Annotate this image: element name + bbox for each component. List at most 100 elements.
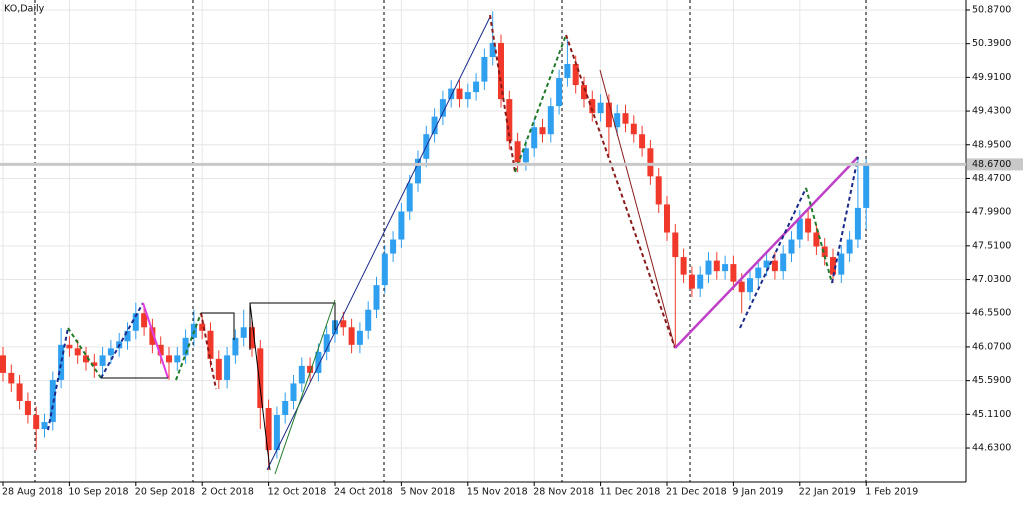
candle-body: [415, 158, 421, 184]
candle-body: [373, 285, 380, 310]
candle-body: [589, 99, 596, 114]
candle-body: [547, 106, 554, 135]
candle-body: [282, 400, 289, 416]
candle-body: [390, 239, 397, 254]
candle-body: [705, 260, 712, 275]
candle-body: [614, 113, 621, 128]
candle-body: [531, 127, 538, 149]
x-tick-label: 12 Oct 2018: [268, 487, 327, 498]
candle-body: [157, 344, 164, 356]
candle-body: [107, 348, 114, 356]
trend-line: [674, 156, 859, 349]
x-tick-label: 28 Nov 2018: [533, 487, 594, 498]
candle-body: [249, 327, 255, 349]
candle-body: [290, 383, 297, 401]
candle-body: [182, 337, 189, 356]
candle-body: [298, 365, 305, 384]
candle-body: [564, 64, 571, 79]
candle-body: [763, 260, 770, 268]
candle-body: [132, 313, 139, 331]
candle-body: [439, 99, 446, 117]
trend-line: [266, 16, 491, 471]
candle-body: [788, 239, 795, 254]
candle-body: [506, 99, 513, 142]
x-tick-label: 24 Oct 2018: [334, 487, 393, 498]
candle-body: [0, 355, 6, 373]
trend-line: [599, 69, 676, 349]
box-line: [201, 312, 235, 340]
candle-body: [24, 400, 31, 416]
candle-body: [680, 257, 687, 275]
price-label: 48.6700: [972, 159, 1011, 170]
trend-line: [274, 299, 336, 475]
x-tick-label: 5 Nov 2018: [400, 487, 455, 498]
candle-body: [265, 408, 272, 451]
candle-body: [780, 253, 787, 272]
x-tick-label: 28 Aug 2018: [2, 487, 63, 498]
x-tick-label: 10 Sep 2018: [68, 487, 128, 498]
candle-body: [796, 218, 803, 240]
candle-body: [74, 348, 81, 356]
candle-body: [83, 355, 89, 363]
y-tick-label: 45.1100: [972, 409, 1011, 420]
candle-body: [713, 260, 720, 272]
trend-line: [249, 302, 271, 471]
candle-body: [431, 116, 438, 135]
candle-body: [66, 344, 73, 349]
candle-body: [846, 239, 853, 254]
candle-body: [33, 415, 40, 430]
candle-body: [174, 355, 181, 363]
zigzag: [565, 34, 676, 349]
zigzag: [489, 14, 516, 173]
candle-body: [813, 232, 820, 247]
candle-body: [365, 309, 372, 331]
candle-body: [572, 64, 579, 86]
candle-body: [498, 42, 504, 100]
drawings: [47, 14, 859, 475]
candle-body: [240, 327, 247, 338]
candle-body: [215, 358, 222, 380]
candle-body: [166, 355, 172, 363]
candle-body: [854, 207, 861, 240]
candle-body: [257, 348, 264, 409]
candle-body: [747, 278, 753, 293]
price-label-box: [967, 158, 1023, 171]
candle-body: [58, 344, 65, 380]
candle-body: [315, 351, 322, 373]
candle-body: [672, 232, 679, 258]
y-tick-label: 45.5900: [972, 375, 1011, 386]
candle-body: [622, 113, 629, 124]
candle-body: [556, 78, 563, 107]
candle-body: [738, 281, 745, 293]
zigzag: [47, 327, 69, 431]
candle-body: [199, 323, 206, 331]
y-tick-label: 44.6300: [972, 443, 1011, 454]
candle-body: [805, 218, 812, 233]
candle-body: [688, 274, 695, 289]
zigzag: [739, 187, 807, 329]
candle-body: [664, 204, 670, 233]
candle-body: [381, 253, 388, 286]
candle-body: [697, 274, 704, 289]
candle-body: [514, 141, 521, 163]
candle-body: [448, 88, 455, 100]
zigzag: [200, 312, 217, 390]
candle-body: [356, 330, 363, 345]
candle-body: [224, 355, 231, 380]
candle-body: [406, 183, 413, 212]
candle-body: [605, 102, 612, 128]
candle-body: [398, 211, 405, 240]
zigzag: [175, 312, 202, 381]
candle-body: [91, 362, 98, 366]
candle-body: [838, 253, 845, 275]
candle-body: [41, 422, 48, 430]
x-tick-label: 1 Feb 2019: [865, 487, 918, 498]
candle-body: [830, 257, 836, 275]
candle-body: [323, 334, 330, 352]
candle-body: [771, 260, 778, 272]
candle-body: [464, 92, 471, 100]
x-tick-label: 11 Dec 2018: [600, 487, 661, 498]
candle-body: [307, 365, 314, 373]
box-line: [249, 302, 336, 350]
